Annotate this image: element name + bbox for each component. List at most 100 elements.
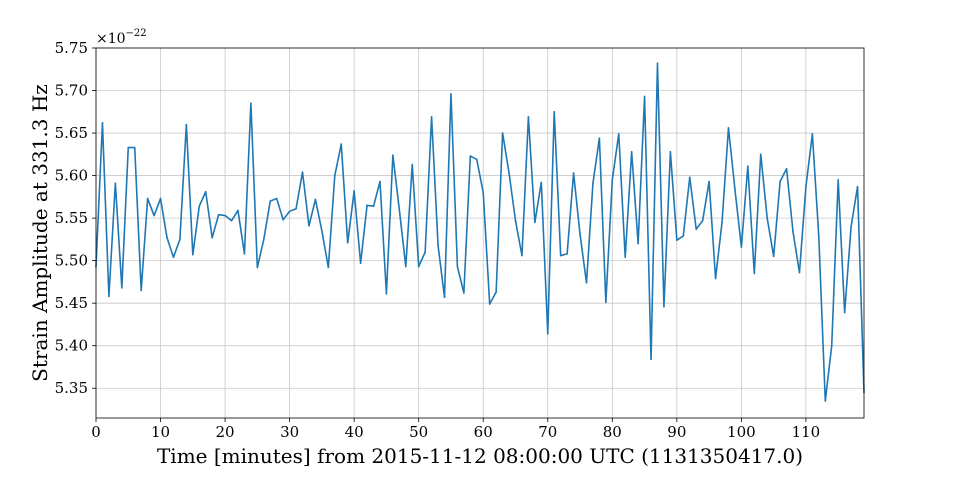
y-ticks: 5.35 5.40 5.45 5.50 5.55 5.60 5.65 5.70 5.75: [55, 39, 96, 397]
data-point: [734, 188, 736, 190]
data-points: [95, 62, 865, 402]
data-point: [521, 254, 523, 257]
data-point: [585, 281, 588, 284]
data-point: [753, 272, 756, 275]
data-point: [546, 332, 549, 335]
data-point: [843, 311, 846, 314]
data-point: [779, 180, 781, 183]
data-point: [217, 213, 220, 216]
data-point: [856, 185, 859, 188]
y-tick-label: 5.35: [55, 379, 88, 397]
data-point: [559, 254, 562, 257]
data-point: [656, 62, 659, 65]
data-point: [747, 165, 749, 168]
data-point: [456, 265, 459, 268]
data-point: [430, 116, 433, 118]
y-tick-label: 5.40: [55, 337, 88, 355]
y-tick-label: 5.65: [55, 124, 88, 142]
data-point: [514, 219, 517, 222]
data-point: [172, 256, 175, 259]
data-point: [133, 146, 136, 149]
x-tick-label: 20: [216, 423, 235, 441]
data-point: [617, 133, 620, 135]
x-tick-label: 10: [151, 423, 170, 441]
data-point: [824, 400, 827, 402]
data-point: [275, 197, 278, 200]
data-point: [598, 137, 601, 139]
data-point: [179, 238, 181, 241]
data-point: [127, 146, 130, 149]
data-point: [766, 217, 768, 219]
data-point: [282, 219, 284, 221]
data-point: [359, 262, 362, 265]
data-point: [250, 102, 252, 105]
data-point: [295, 207, 297, 210]
data-point: [146, 197, 149, 200]
data-point: [701, 219, 704, 222]
data-point: [501, 132, 504, 134]
data-point: [818, 236, 820, 238]
x-tick-label: 70: [538, 423, 557, 441]
data-point: [482, 191, 485, 194]
data-point: [185, 123, 188, 126]
data-point: [114, 182, 117, 185]
data-point: [688, 176, 691, 179]
x-axis-label: Time [minutes] from 2015-11-12 08:00:00 …: [157, 444, 803, 468]
data-point: [204, 190, 207, 193]
data-point: [495, 291, 497, 293]
y-tick-label: 5.50: [55, 252, 88, 270]
data-point: [398, 208, 401, 211]
data-point: [540, 181, 543, 184]
data-point: [372, 205, 375, 208]
data-point: [379, 180, 381, 183]
data-point: [224, 214, 226, 217]
x-grid: [95, 48, 807, 418]
data-point: [592, 182, 594, 185]
y-tick-label: 5.60: [55, 167, 88, 185]
x-ticks: 0 10 20 30 40 50 60 70 80 90 100 110: [91, 418, 820, 441]
data-point: [198, 205, 201, 208]
data-point: [792, 230, 794, 233]
data-point: [785, 167, 788, 170]
data-point: [553, 110, 556, 113]
data-point: [450, 93, 452, 95]
data-point: [333, 174, 336, 177]
data-point: [695, 228, 697, 230]
data-point: [237, 209, 239, 212]
data-point: [630, 150, 633, 153]
y-tick-label: 5.45: [55, 294, 88, 312]
y-axis-label: Strain Amplitude at 331.3 Hz: [28, 84, 52, 382]
data-point: [572, 172, 575, 174]
y-tick-label: 5.55: [55, 209, 88, 227]
data-point: [340, 143, 343, 145]
data-point: [308, 224, 310, 227]
data-point: [850, 225, 852, 228]
x-tick-label: 30: [280, 423, 299, 441]
data-point: [411, 163, 414, 166]
data-point: [263, 238, 265, 241]
data-point: [727, 127, 730, 129]
data-point: [417, 265, 420, 268]
data-point: [153, 214, 155, 217]
data-point: [140, 289, 142, 292]
x-tick-label: 0: [91, 423, 101, 441]
x-tick-label: 80: [603, 423, 622, 441]
plot-frame: [95, 47, 865, 419]
data-point: [269, 200, 272, 202]
x-tick-label: 60: [474, 423, 493, 441]
data-point: [805, 185, 807, 188]
data-point: [566, 253, 568, 255]
data-point: [256, 266, 259, 269]
data-point: [437, 244, 439, 247]
data-point: [624, 256, 627, 259]
data-point: [327, 266, 330, 269]
data-point: [101, 122, 104, 124]
data-point: [611, 179, 614, 181]
data-point: [772, 255, 775, 258]
data-point: [643, 95, 646, 98]
data-point: [192, 253, 194, 256]
data-point: [830, 344, 833, 347]
data-point: [605, 301, 607, 304]
y-tick-label: 5.70: [55, 82, 88, 100]
